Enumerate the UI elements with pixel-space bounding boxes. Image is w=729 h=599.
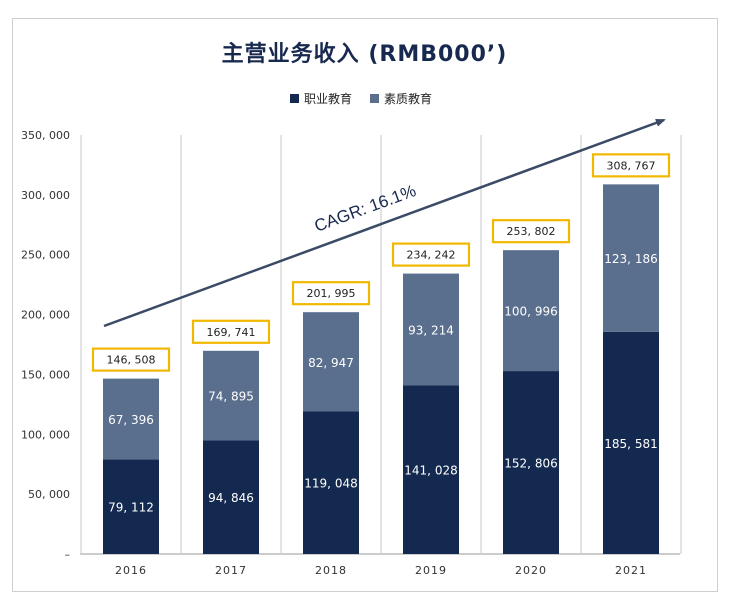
total-value-label: 308, 767: [607, 159, 656, 172]
total-value-label: 201, 995: [307, 287, 356, 300]
chart-legend: 职业教育 素质教育: [290, 90, 432, 107]
bar-quality-2021: [603, 184, 659, 332]
y-tick-label: –: [65, 548, 71, 561]
legend-label-quality: 素质教育: [384, 92, 433, 106]
y-tick-label: 100, 000: [21, 428, 70, 441]
segment-value-label: 152, 806: [504, 457, 557, 471]
y-tick-label: 350, 000: [21, 129, 70, 142]
bar-quality-2017: [203, 350, 259, 441]
segment-value-label: 94, 846: [208, 491, 254, 505]
chart-title: 主营业务收入 (RMB000’): [221, 42, 508, 67]
bar-quality-2019: [403, 273, 459, 386]
segment-value-label: 185, 581: [604, 437, 657, 451]
bar-vocational-2018: [303, 411, 359, 554]
y-tick-label: 50, 000: [28, 488, 70, 501]
legend-swatch-quality: [370, 94, 380, 103]
total-box: [291, 281, 371, 306]
legend-item-quality: 素质教育: [370, 90, 432, 107]
total-value-label: 146, 508: [107, 354, 156, 367]
total-value-label: 253, 802: [507, 225, 556, 238]
segment-value-label: 100, 996: [504, 305, 557, 319]
total-box: [391, 242, 471, 267]
legend-swatch-vocational: [290, 94, 299, 103]
bar-vocational-2016: [103, 459, 159, 554]
x-tick-label: 2020: [515, 564, 547, 577]
y-tick-label: 300, 000: [21, 189, 70, 202]
segment-value-label: 79, 112: [108, 501, 154, 515]
bar-vocational-2019: [403, 385, 459, 554]
bar-vocational-2017: [203, 440, 259, 554]
x-tick-label: 2019: [415, 564, 447, 577]
segment-value-label: 141, 028: [404, 464, 457, 478]
total-value-label: 169, 741: [207, 326, 256, 339]
x-tick-label: 2017: [215, 564, 247, 577]
bar-quality-2018: [303, 312, 359, 412]
total-box: [491, 219, 571, 244]
y-tick-label: 150, 000: [21, 368, 70, 381]
segment-value-label: 93, 214: [408, 323, 454, 337]
segment-value-label: 123, 186: [604, 252, 657, 266]
x-tick-label: 2016: [115, 564, 147, 577]
y-tick-label: 200, 000: [21, 309, 70, 322]
bar-quality-2020: [503, 250, 559, 372]
x-tick-label: 2018: [315, 564, 347, 577]
legend-label-vocational: 职业教育: [304, 92, 353, 106]
total-value-label: 234, 242: [407, 249, 456, 262]
total-box: [591, 153, 671, 178]
segment-value-label: 82, 947: [308, 356, 354, 370]
bar-vocational-2020: [503, 371, 559, 554]
segment-value-label: 119, 048: [304, 477, 357, 491]
cagr-annotation: CAGR: 16.1%: [312, 181, 419, 236]
segment-value-label: 74, 895: [208, 390, 254, 404]
total-box: [191, 319, 271, 344]
y-tick-label: 250, 000: [21, 249, 70, 262]
cagr-arrow: [103, 118, 666, 328]
legend-item-vocational: 职业教育: [290, 90, 352, 107]
segment-value-label: 67, 396: [108, 413, 154, 427]
total-box: [91, 347, 171, 372]
bar-quality-2016: [103, 378, 159, 460]
bar-vocational-2021: [603, 331, 659, 554]
x-tick-label: 2021: [615, 564, 647, 577]
